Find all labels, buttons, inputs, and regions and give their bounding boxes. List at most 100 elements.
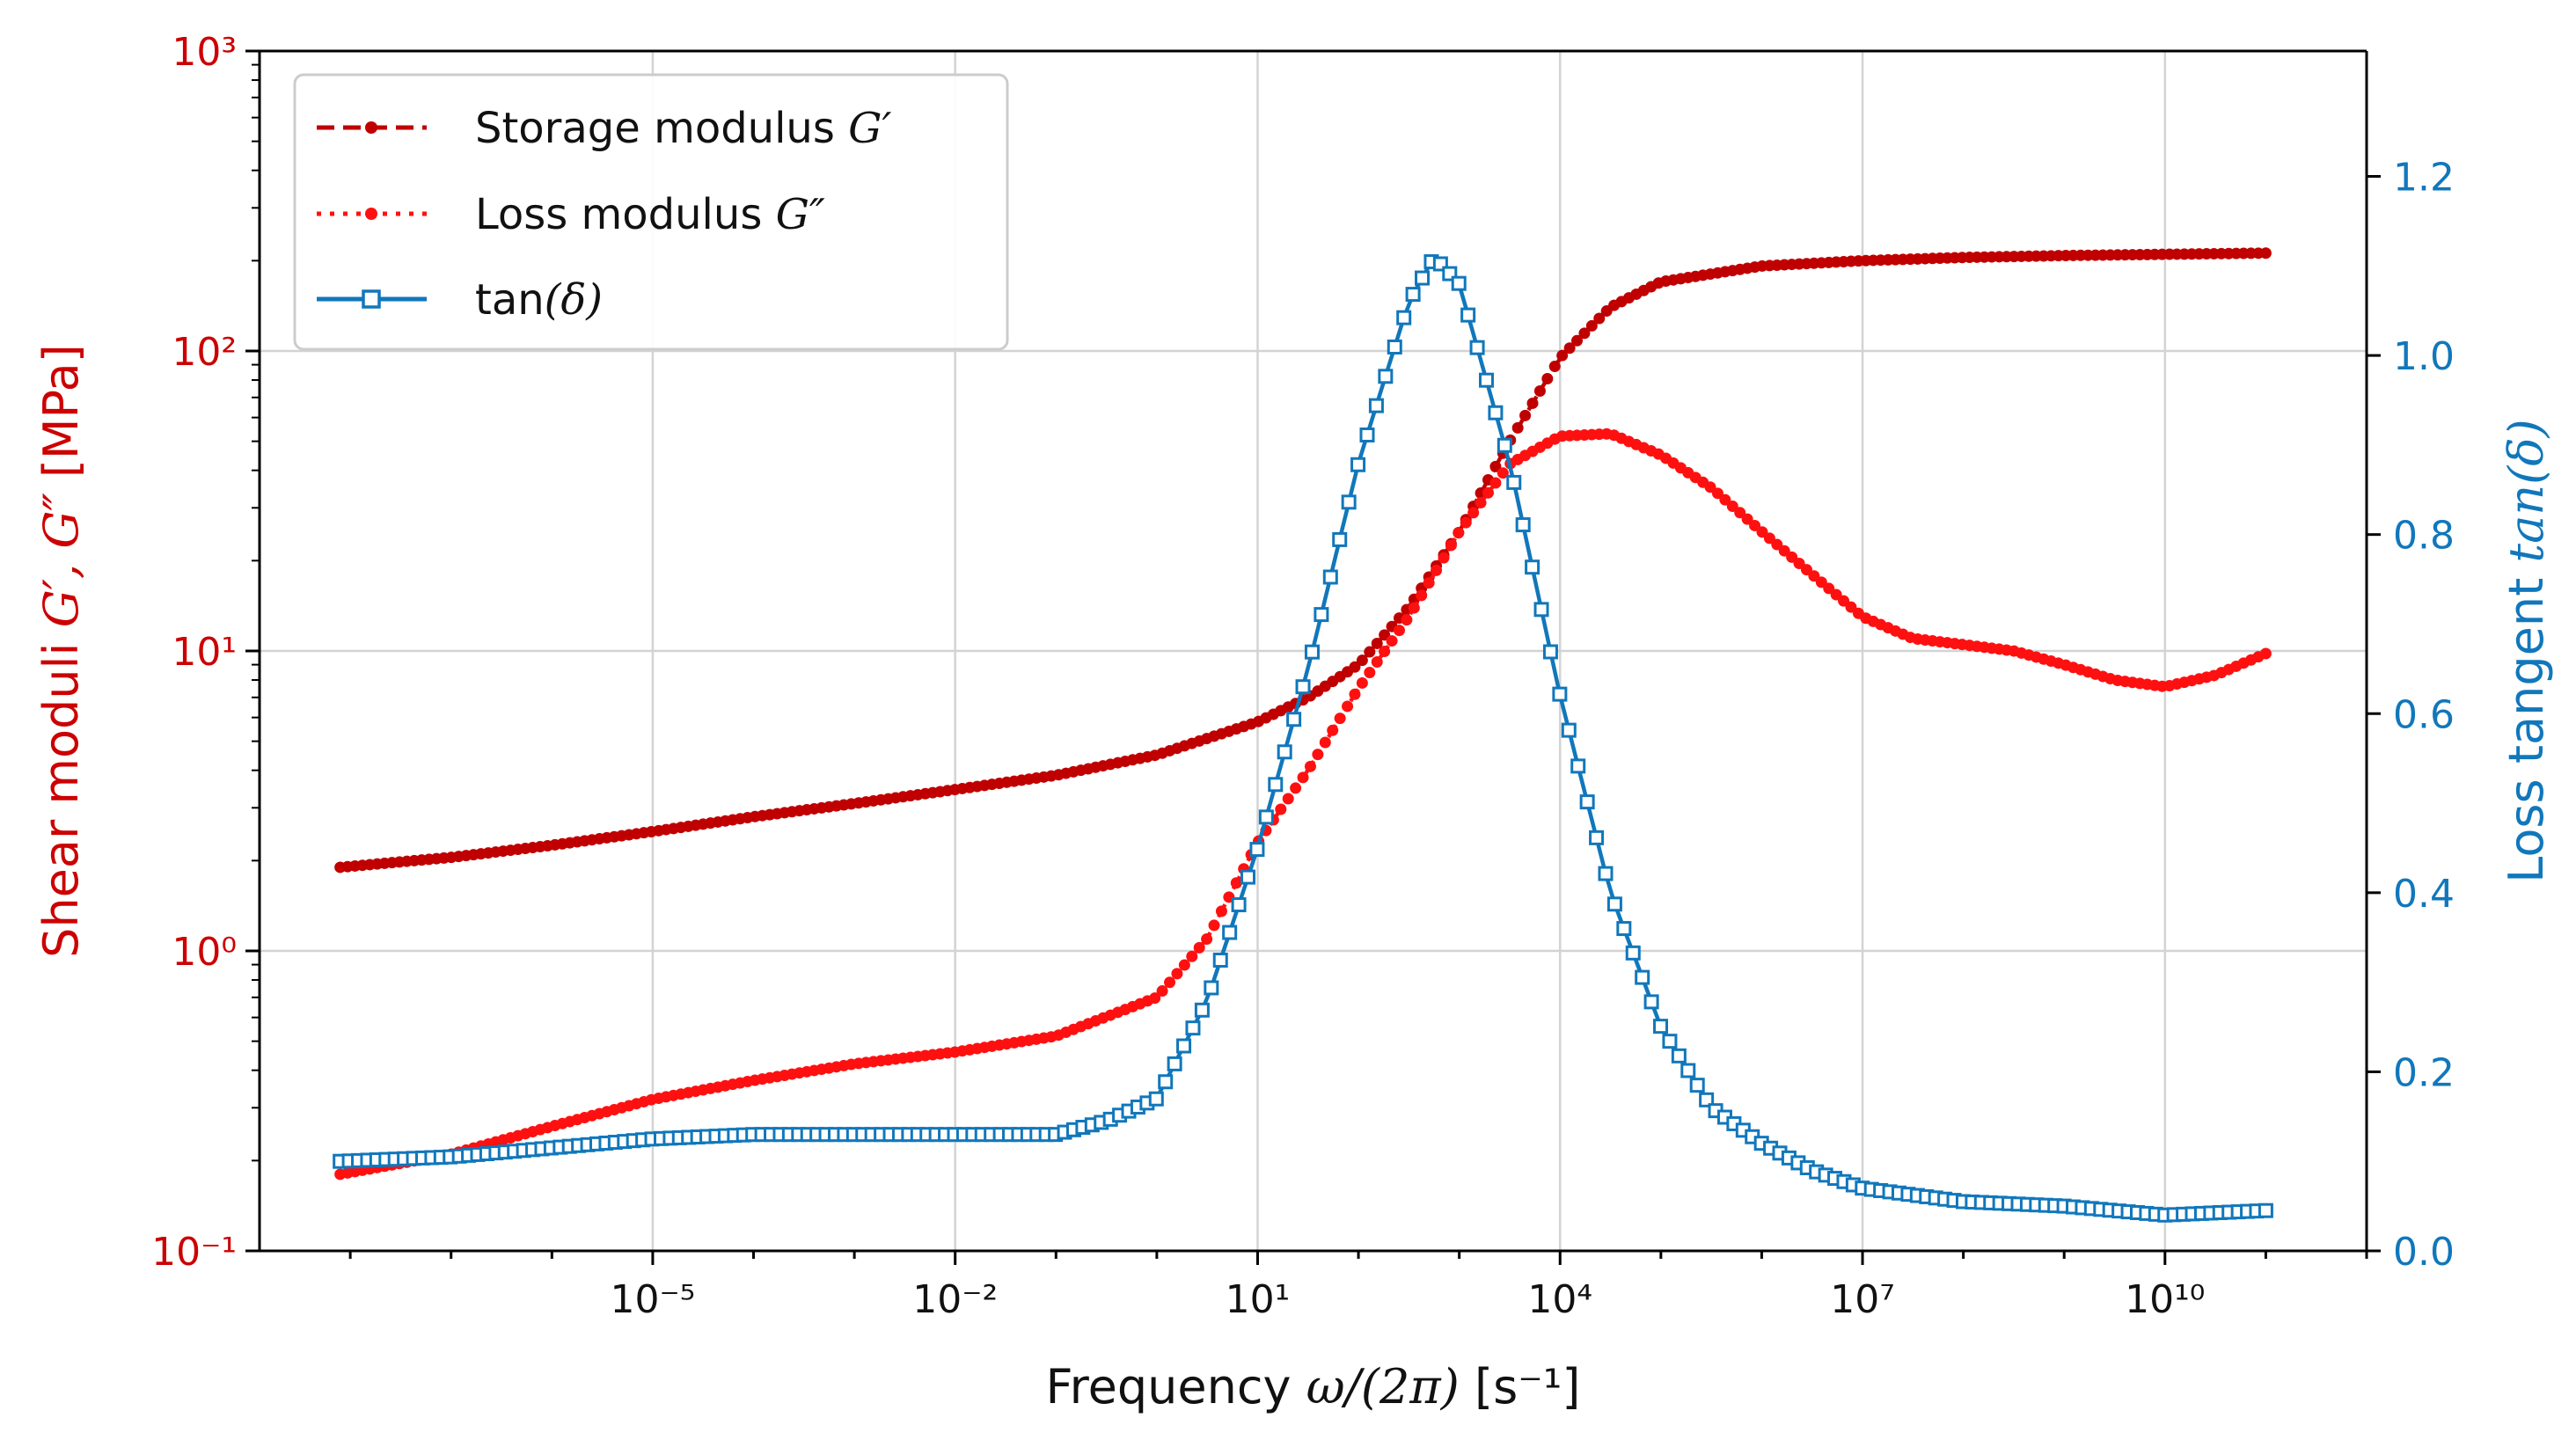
tan-delta-point bbox=[1561, 722, 1577, 738]
x-axis-label-prefix: Frequency bbox=[1046, 1359, 1306, 1414]
y-axis-left-label-prefix: Shear moduli bbox=[33, 627, 89, 958]
y-left-tick-label: 10³ bbox=[172, 30, 237, 75]
loss-modulus-point bbox=[1193, 941, 1205, 954]
y-axis-left-label-suffix: [MPa] bbox=[33, 344, 89, 493]
loss-modulus-point bbox=[1297, 771, 1309, 784]
legend-marker-storage bbox=[365, 121, 377, 134]
storage-modulus-point bbox=[1356, 654, 1368, 667]
loss-modulus-point bbox=[1304, 760, 1316, 772]
loss-modulus-point bbox=[1282, 793, 1294, 805]
loss-modulus-point bbox=[1749, 519, 1761, 531]
tan-delta-point bbox=[1680, 1063, 1696, 1078]
y-right-tick-label: 0.0 bbox=[2393, 1230, 2455, 1275]
x-tick-label: 10¹⁰ bbox=[2125, 1277, 2205, 1322]
tan-delta-point bbox=[1167, 1056, 1182, 1071]
y-left-tick-label: 10¹ bbox=[172, 630, 237, 675]
legend-label-loss: Loss modulus G″ bbox=[475, 190, 825, 239]
tan-delta-point bbox=[1314, 607, 1329, 623]
legend-label-loss-math: G″ bbox=[776, 190, 825, 239]
loss-modulus-point bbox=[1741, 513, 1753, 525]
tan-delta-point bbox=[1222, 925, 1238, 940]
tan-delta-point bbox=[1625, 945, 1641, 961]
tan-delta-point bbox=[1231, 897, 1247, 913]
loss-modulus-point bbox=[1275, 803, 1287, 815]
loss-modulus-point bbox=[1431, 564, 1443, 576]
tan-delta-point bbox=[1643, 994, 1659, 1010]
loss-modulus-point bbox=[1178, 959, 1190, 971]
tan-delta-point bbox=[1396, 310, 1412, 325]
loss-modulus-point bbox=[1186, 950, 1198, 962]
tan-delta-point bbox=[1552, 686, 1568, 702]
tan-delta-point bbox=[1533, 602, 1549, 618]
tan-delta-point bbox=[1258, 809, 1274, 825]
storage-modulus-point bbox=[1511, 421, 1524, 434]
tan-delta-point bbox=[2258, 1202, 2273, 1218]
storage-modulus-point bbox=[1593, 312, 1606, 325]
legend-label-loss-text: Loss modulus bbox=[475, 190, 776, 239]
tan-delta-point bbox=[1176, 1038, 1192, 1054]
loss-modulus-point bbox=[1719, 493, 1731, 506]
series-layer bbox=[333, 247, 2273, 1223]
storage-modulus-point bbox=[2259, 247, 2272, 259]
loss-modulus-point bbox=[1319, 736, 1331, 749]
tan-delta-point bbox=[1699, 1092, 1715, 1107]
tan-delta-point bbox=[1478, 372, 1494, 388]
loss-modulus-point bbox=[1460, 516, 1472, 529]
x-axis-label-math: ω/(2π) bbox=[1306, 1359, 1460, 1414]
loss-modulus-point bbox=[1467, 507, 1480, 519]
tan-delta-point bbox=[1268, 777, 1284, 793]
loss-modulus-point bbox=[1734, 507, 1746, 519]
storage-modulus-point bbox=[1519, 409, 1532, 421]
legend-label-tan-math: (δ) bbox=[545, 275, 603, 325]
y-right-tick-label: 0.4 bbox=[2393, 872, 2455, 917]
tan-delta-point bbox=[1460, 307, 1476, 323]
loss-modulus-point bbox=[1423, 577, 1435, 589]
loss-modulus-point bbox=[1356, 676, 1368, 689]
loss-modulus-point bbox=[2259, 647, 2272, 660]
loss-modulus-point bbox=[1149, 992, 1161, 1005]
series-2 bbox=[333, 254, 2273, 1223]
tan-delta-point bbox=[1405, 287, 1421, 303]
y-axis-right-label: Loss tangent tan(δ) bbox=[2499, 419, 2554, 883]
loss-modulus-point bbox=[1489, 477, 1502, 489]
legend-entry-storage: Storage modulus G′ bbox=[317, 104, 891, 153]
tan-delta-point bbox=[1185, 1020, 1201, 1036]
loss-modulus-point bbox=[1156, 985, 1168, 998]
storage-modulus-point bbox=[1563, 342, 1576, 355]
y-right-tick-label: 1.0 bbox=[2393, 334, 2455, 379]
tan-delta-point bbox=[1662, 1034, 1678, 1049]
y-axis-left-label: Shear moduli G′, G″ [MPa] bbox=[33, 344, 89, 958]
tan-delta-point bbox=[1589, 830, 1605, 845]
tan-delta-point bbox=[1359, 427, 1375, 442]
legend: Storage modulus G′ Loss modulus G″ tan(δ… bbox=[293, 73, 1009, 351]
loss-modulus-point bbox=[1408, 602, 1420, 614]
tan-delta-point bbox=[1277, 744, 1292, 760]
tan-delta-point bbox=[1240, 869, 1256, 885]
tan-delta-point bbox=[1579, 794, 1595, 810]
y-right-tick-label: 0.8 bbox=[2393, 514, 2455, 559]
legend-label-storage-math: G′ bbox=[848, 104, 891, 153]
tan-delta-point bbox=[1378, 369, 1394, 384]
x-tick-label: 10¹ bbox=[1226, 1277, 1291, 1322]
series-1 bbox=[334, 428, 2272, 1181]
axes: 10⁻⁵ 10⁻² 10¹ 10⁴ 10⁷ 10¹⁰ 10⁻¹ 10⁰ 10¹ 10² 10³ 0.0… bbox=[151, 30, 2455, 1322]
y-left-tick-label: 10⁻¹ bbox=[151, 1230, 237, 1275]
tan-delta-point bbox=[1158, 1074, 1174, 1090]
loss-modulus-point bbox=[1349, 688, 1361, 700]
loss-modulus-point bbox=[1401, 614, 1413, 626]
storage-modulus-point bbox=[1578, 327, 1591, 340]
storage-modulus-point bbox=[1571, 334, 1584, 347]
x-tick-label: 10⁻² bbox=[912, 1277, 998, 1322]
tan-delta-point bbox=[1322, 569, 1338, 585]
y-left-tick-label: 10⁰ bbox=[172, 930, 237, 975]
loss-modulus-point bbox=[1334, 713, 1346, 725]
y-right-tick-label: 0.2 bbox=[2393, 1050, 2455, 1095]
storage-modulus-point bbox=[1371, 637, 1383, 649]
legend-marker-tan bbox=[362, 289, 381, 309]
tan-delta-point bbox=[1506, 474, 1522, 490]
loss-modulus-point bbox=[1171, 968, 1183, 980]
legend-marker-loss bbox=[365, 208, 377, 220]
loss-modulus-point bbox=[1497, 467, 1509, 479]
tan-delta-point bbox=[1469, 340, 1485, 355]
